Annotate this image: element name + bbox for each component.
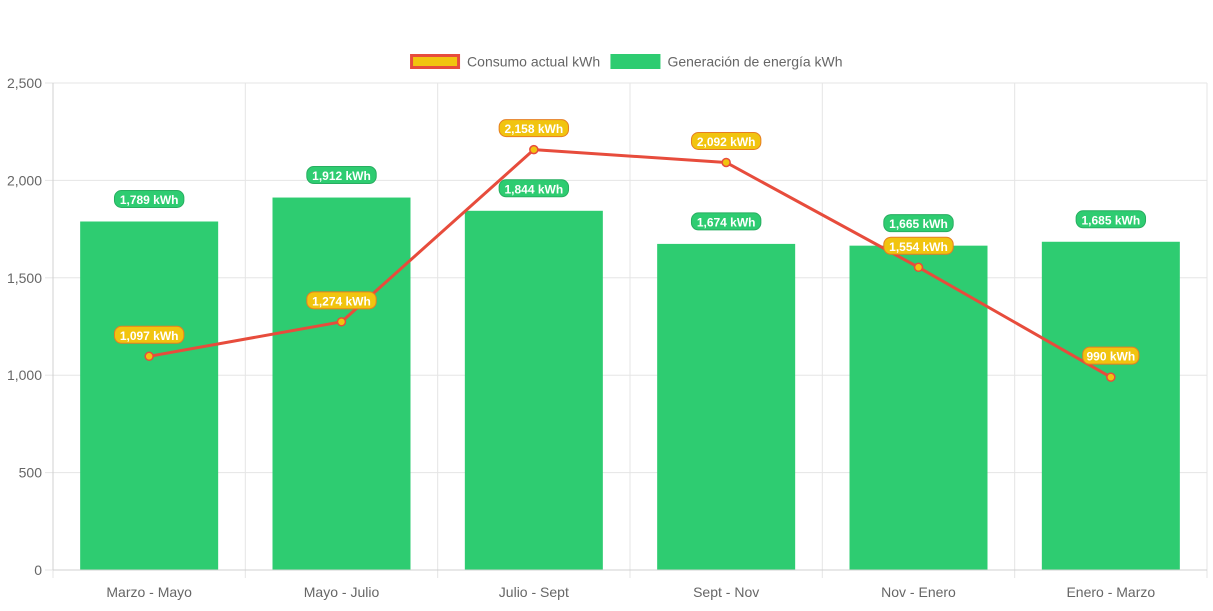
bar-data-label-mayo-julio-text: 1,912 kWh (312, 169, 371, 183)
x-tick-label-enero-marzo: Enero - Marzo (1066, 584, 1155, 600)
x-tick-label-mayo-julio: Mayo - Julio (304, 584, 380, 600)
bar-data-label-sept-nov-text: 1,674 kWh (697, 215, 756, 229)
y-tick-label: 500 (19, 465, 43, 481)
line-data-label-nov-enero-bg (883, 236, 954, 255)
bar-enero-marzo (1041, 241, 1180, 570)
line-point-mayo-julio (336, 317, 347, 327)
line-data-label-marzo-mayo-text: 1,097 kWh (120, 329, 179, 343)
y-tick-label: 2,500 (7, 75, 42, 91)
legend-swatch (610, 54, 661, 69)
legend-label: Generación de energía kWh (667, 54, 842, 70)
bar-data-label-julio-sept: 1,844 kWh (498, 179, 570, 198)
bar-data-label-enero-marzo-text: 1,685 kWh (1081, 213, 1140, 227)
x-tick-label-nov-enero: Nov - Enero (881, 584, 956, 600)
line-data-label-mayo-julio-bg (306, 291, 377, 310)
bar-data-label-mayo-julio: 1,912 kWh (306, 166, 377, 185)
x-tick-label-sept-nov: Sept - Nov (693, 584, 759, 600)
bar-julio-sept (464, 210, 603, 570)
bar-data-label-enero-marzo-bg (1075, 210, 1147, 229)
x-tick-label-marzo-mayo: Marzo - Mayo (106, 584, 192, 600)
bar-layer (80, 197, 1180, 571)
bar-data-label-nov-enero: 1,665 kWh (883, 214, 954, 233)
bar-nov-enero (849, 245, 988, 570)
axis-layer: 0 500 1,000 1,500 2,000 2,500 Marzo - Mayo Mayo… (7, 75, 1207, 600)
y-tick-label: 0 (34, 562, 42, 578)
bar-data-label-sept-nov-bg (690, 212, 762, 231)
y-tick-label: 1,500 (7, 270, 42, 286)
bar-marzo-mayo (80, 221, 219, 570)
line-data-label-enero-marzo: 990 kWh (1082, 346, 1140, 365)
line-data-label-marzo-mayo-bg (113, 325, 185, 344)
line-data-label-mayo-julio-text: 1,274 kWh (312, 294, 371, 308)
consumption-line (148, 148, 1112, 379)
line-data-label-sept-nov-bg (690, 131, 762, 150)
bar-sept-nov (657, 243, 796, 571)
line-data-label-julio-sept: 2,158 kWh (498, 119, 570, 138)
label-layer: 1,789 kWh 1,912 kWh 1,844 kWh 1,674 kWh 1,66… (113, 119, 1147, 365)
line-data-label-nov-enero: 1,554 kWh (883, 236, 954, 255)
bar-data-label-marzo-mayo-text: 1,789 kWh (120, 193, 179, 207)
line-point-enero-marzo (1106, 372, 1116, 382)
line-layer (144, 144, 1116, 382)
x-tick-label-julio-sept: Julio - Sept (499, 584, 569, 600)
legend-item-consumo-actual-kwh: Consumo actual kWh (410, 54, 600, 70)
line-point-sept-nov (721, 157, 731, 168)
line-data-label-nov-enero-text: 1,554 kWh (889, 240, 948, 254)
grid-layer (52, 82, 1208, 578)
legend: Consumo actual kWh Generación de energía … (410, 54, 843, 70)
legend-item-generaci-n-de-energ-a-kwh: Generación de energía kWh (610, 54, 843, 70)
line-point-marzo-mayo (144, 351, 154, 362)
line-data-label-enero-marzo-bg (1082, 346, 1140, 365)
line-data-label-sept-nov-text: 2,092 kWh (697, 135, 756, 149)
bar-data-label-enero-marzo: 1,685 kWh (1075, 210, 1147, 229)
y-tick-label: 2,000 (7, 172, 42, 188)
legend-swatch (410, 54, 461, 69)
line-data-label-enero-marzo-text: 990 kWh (1086, 350, 1135, 364)
legend-label: Consumo actual kWh (467, 54, 600, 70)
bar-data-label-marzo-mayo-bg (113, 190, 185, 209)
bar-data-label-nov-enero-text: 1,665 kWh (889, 217, 948, 231)
line-data-label-julio-sept-text: 2,158 kWh (504, 122, 563, 136)
line-point-nov-enero (913, 262, 924, 273)
y-tick-label: 1,000 (7, 367, 42, 383)
bar-mayo-julio (272, 197, 411, 570)
line-data-label-marzo-mayo: 1,097 kWh (113, 325, 185, 344)
line-data-label-mayo-julio: 1,274 kWh (306, 291, 377, 310)
bar-data-label-marzo-mayo: 1,789 kWh (113, 190, 185, 209)
bar-data-label-mayo-julio-bg (306, 166, 377, 185)
line-point-julio-sept (529, 144, 539, 155)
bar-data-label-nov-enero-bg (883, 214, 954, 233)
line-data-label-julio-sept-bg (498, 119, 570, 138)
bar-data-label-sept-nov: 1,674 kWh (690, 212, 762, 231)
line-data-label-sept-nov: 2,092 kWh (690, 131, 762, 150)
bar-data-label-julio-sept-bg (498, 179, 570, 198)
bar-data-label-julio-sept-text: 1,844 kWh (504, 182, 563, 196)
